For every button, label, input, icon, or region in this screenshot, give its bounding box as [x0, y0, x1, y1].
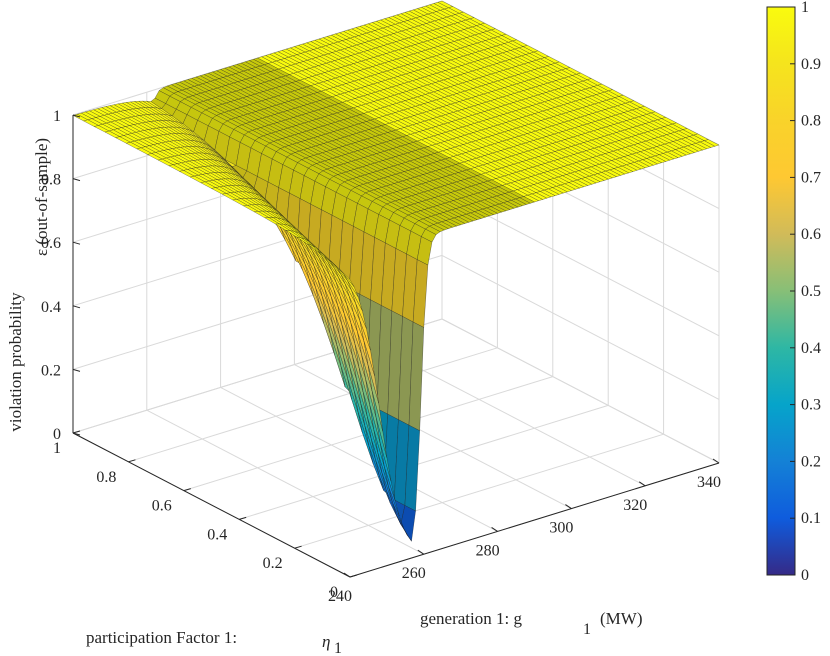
colorbar: 0 0.1 0.2 0.3 0.4 0.5 0.6 0.7 0.8 0.9 1: [766, 0, 821, 584]
y-tick-mark: [128, 459, 136, 463]
x-tick-label: 240: [328, 588, 352, 605]
colorbar-gradient: [766, 6, 796, 576]
x-tick-mark: [712, 458, 720, 464]
floor-grid-y: [294, 433, 664, 549]
surface-patch: [339, 268, 355, 287]
z-tick-label: 0: [53, 426, 61, 443]
floor-grid-x: [146, 409, 425, 555]
z-tick-label: 0.6: [41, 235, 61, 252]
z-tick-mark: [72, 178, 81, 182]
z-axis-label-line1: violation probability: [6, 292, 25, 432]
y-tick-mark: [239, 516, 247, 520]
y-tick-mark: [294, 545, 302, 549]
colorbar-tick-label: 0.7: [801, 169, 821, 186]
floor-grid-x: [220, 386, 498, 532]
y-tick-label: 0.6: [152, 498, 172, 515]
y-axis-line: [72, 432, 351, 578]
floor-grid-y: [128, 347, 498, 463]
colorbar-tick-label: 0.4: [801, 340, 821, 357]
colorbar-tick-label: 0.8: [801, 113, 821, 130]
x-tick-mark: [417, 549, 425, 555]
y-tick-label: 0.2: [263, 555, 283, 572]
floor-grid-x: [294, 364, 572, 510]
colorbar-tick-label: 0.5: [801, 283, 821, 300]
x-tick-label: 300: [549, 520, 573, 537]
x-tick-label: 320: [623, 497, 647, 514]
y-tick-label: 1: [53, 440, 61, 457]
x-tick-mark: [343, 572, 351, 578]
floor-grid-y: [239, 404, 609, 520]
x-tick-label: 260: [402, 565, 426, 582]
z-tick-mark: [72, 432, 81, 436]
colorbar-tick-label: 0.9: [801, 56, 821, 73]
x-tick-label: 280: [476, 542, 500, 559]
surface-mesh: [72, 0, 720, 542]
colorbar-tick-label: 0.6: [801, 226, 821, 243]
x-tick-mark: [491, 526, 498, 532]
x-axis-label-subscript: 1: [583, 621, 591, 638]
y-axis-label-subscript: 1: [334, 640, 342, 656]
z-tick-mark: [72, 241, 81, 245]
colorbar-tick-label: 0.3: [801, 397, 821, 414]
x-tick-mark: [565, 504, 572, 510]
z-tick-label: 0.8: [41, 172, 61, 189]
z-tick-label: 0.4: [41, 299, 61, 316]
y-tick-label: 0.8: [96, 469, 116, 486]
y-tick-mark: [72, 430, 81, 434]
z-tick-mark: [72, 368, 81, 372]
x-axis-line: [349, 462, 720, 578]
colorbar-tick-label: 0.1: [801, 510, 821, 527]
y-axis-label: participation Factor 1:: [86, 628, 237, 647]
colorbar-tick-label: 0: [801, 567, 809, 584]
z-tick-label: 1: [53, 108, 61, 125]
x-axis-label: generation 1: g: [420, 609, 522, 628]
y-tick-label: 0: [330, 584, 338, 601]
z-axis-label-line2: ε (out-of-sample): [32, 138, 51, 256]
wall-grid-z2: [441, 318, 720, 464]
x-tick-mark: [638, 481, 646, 487]
z-tick-mark: [72, 114, 81, 118]
z-tick-mark: [72, 305, 81, 309]
colorbar-tick-label: 0.2: [801, 453, 821, 470]
wall-grid-z2: [441, 254, 720, 400]
y-axis-label-symbol: η: [322, 632, 330, 651]
y-tick-mark: [349, 574, 358, 578]
y-tick-mark: [183, 488, 191, 492]
z-tick-label: 0.2: [41, 362, 61, 379]
x-axis-label-unit: (MW): [600, 609, 642, 628]
y-tick-label: 0.4: [207, 526, 227, 543]
x-tick-label: 340: [697, 474, 721, 491]
axes: 24026028030032034000.20.40.60.8100.20.40…: [6, 108, 721, 656]
colorbar-tick-label: 1: [801, 0, 809, 16]
